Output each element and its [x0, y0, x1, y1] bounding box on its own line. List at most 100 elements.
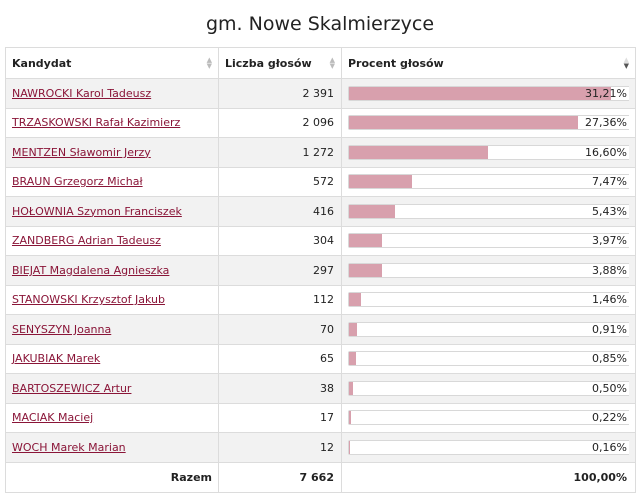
votes-cell: 38	[218, 373, 342, 404]
percent-bar-track: 0,85%	[348, 351, 629, 367]
table-row: ZANDBERG Adrian Tadeusz 304 3,97%	[5, 225, 636, 256]
candidate-link[interactable]: BARTOSZEWICZ Artur	[12, 381, 132, 395]
candidate-link[interactable]: MACIAK Maciej	[12, 411, 94, 425]
percent-bar-fill	[349, 322, 357, 336]
votes-cell: 70	[218, 314, 342, 345]
candidate-cell: MENTZEN Sławomir Jerzy	[5, 137, 219, 168]
percent-bar-fill	[349, 175, 412, 189]
percent-cell: 27,36%	[341, 107, 636, 138]
percent-cell: 0,91%	[341, 314, 636, 345]
candidate-link[interactable]: JAKUBIAK Marek	[12, 352, 101, 366]
percent-bar-fill	[349, 86, 611, 100]
column-header-votes[interactable]: Liczba głosów ▲ ▼	[218, 47, 342, 79]
percent-label: 7,47%	[592, 175, 627, 189]
table-row: BARTOSZEWICZ Artur 38 0,50%	[5, 373, 636, 404]
table-row: BRAUN Grzegorz Michał 572 7,47%	[5, 166, 636, 197]
sort-icon: ▲ ▼	[206, 56, 212, 70]
percent-cell: 1,46%	[341, 284, 636, 315]
candidate-link[interactable]: STANOWSKI Krzysztof Jakub	[12, 293, 165, 307]
votes-cell: 12	[218, 432, 342, 463]
percent-bar-track: 1,46%	[348, 292, 629, 308]
results-table-container: Kandydat ▲ ▼ Liczba głosów ▲ ▼ Procent gło…	[5, 47, 636, 493]
percent-label: 0,85%	[592, 352, 627, 366]
percent-label: 16,60%	[585, 145, 627, 159]
percent-bar-track: 7,47%	[348, 174, 629, 190]
percent-label: 0,16%	[592, 440, 627, 454]
candidate-link[interactable]: BIEJAT Magdalena Agnieszka	[12, 263, 170, 277]
column-header-percent[interactable]: Procent głosów ▲ ▼	[341, 47, 636, 79]
table-row: MACIAK Maciej 17 0,22%	[5, 402, 636, 433]
percent-bar-track: 31,21%	[348, 85, 629, 101]
page-title: gm. Nowe Skalmierzyce	[205, 13, 435, 35]
votes-cell: 572	[218, 166, 342, 197]
column-header-percent-label: Procent głosów	[348, 56, 444, 70]
total-votes: 7 662	[218, 461, 342, 493]
percent-bar-track: 0,16%	[348, 439, 629, 455]
percent-label: 0,91%	[592, 322, 627, 336]
table-row: MENTZEN Sławomir Jerzy 1 272 16,60%	[5, 137, 636, 168]
table-row: HOŁOWNIA Szymon Franciszek 416 5,43%	[5, 196, 636, 227]
candidate-link[interactable]: SENYSZYN Joanna	[12, 322, 112, 336]
candidate-link[interactable]: WOCH Marek Marian	[12, 440, 126, 454]
table-row: WOCH Marek Marian 12 0,16%	[5, 432, 636, 463]
percent-bar-track: 0,50%	[348, 380, 629, 396]
percent-label: 31,21%	[585, 86, 627, 100]
votes-cell: 17	[218, 402, 342, 433]
column-header-candidate[interactable]: Kandydat ▲ ▼	[5, 47, 219, 79]
percent-bar-track: 16,60%	[348, 144, 629, 160]
percent-bar-fill	[349, 293, 362, 307]
percent-bar-fill	[349, 204, 395, 218]
table-row: STANOWSKI Krzysztof Jakub 112 1,46%	[5, 284, 636, 315]
table-row: BIEJAT Magdalena Agnieszka 297 3,88%	[5, 255, 636, 286]
percent-bar-track: 0,22%	[348, 410, 629, 426]
percent-cell: 0,22%	[341, 402, 636, 433]
votes-cell: 304	[218, 225, 342, 256]
candidate-link[interactable]: BRAUN Grzegorz Michał	[12, 175, 143, 189]
votes-cell: 416	[218, 196, 342, 227]
votes-cell: 2 391	[218, 78, 342, 109]
total-percent: 100,00%	[341, 461, 636, 493]
total-row: Razem 7 662 100,00%	[5, 461, 636, 493]
header-row: Kandydat ▲ ▼ Liczba głosów ▲ ▼ Procent gło…	[5, 47, 636, 79]
votes-cell: 65	[218, 343, 342, 374]
percent-cell: 31,21%	[341, 78, 636, 109]
candidate-cell: BARTOSZEWICZ Artur	[5, 373, 219, 404]
percent-bar-track: 5,43%	[348, 203, 629, 219]
candidate-link[interactable]: ZANDBERG Adrian Tadeusz	[12, 234, 161, 248]
percent-bar-fill	[349, 381, 354, 395]
results-table: Kandydat ▲ ▼ Liczba głosów ▲ ▼ Procent gło…	[5, 47, 636, 493]
percent-label: 0,22%	[592, 411, 627, 425]
percent-bar-fill	[349, 440, 351, 454]
percent-label: 3,88%	[592, 263, 627, 277]
percent-bar-fill	[349, 263, 382, 277]
table-row: JAKUBIAK Marek 65 0,85%	[5, 343, 636, 374]
candidate-link[interactable]: HOŁOWNIA Szymon Franciszek	[12, 204, 182, 218]
percent-cell: 16,60%	[341, 137, 636, 168]
percent-label: 27,36%	[585, 116, 627, 130]
percent-bar-track: 3,88%	[348, 262, 629, 278]
percent-bar-track: 0,91%	[348, 321, 629, 337]
candidate-link[interactable]: TRZASKOWSKI Rafał Kazimierz	[12, 116, 181, 130]
candidate-cell: BIEJAT Magdalena Agnieszka	[5, 255, 219, 286]
candidate-cell: BRAUN Grzegorz Michał	[5, 166, 219, 197]
candidate-cell: WOCH Marek Marian	[5, 432, 219, 463]
candidate-cell: ZANDBERG Adrian Tadeusz	[5, 225, 219, 256]
percent-label: 0,50%	[592, 381, 627, 395]
table-row: SENYSZYN Joanna 70 0,91%	[5, 314, 636, 345]
candidate-link[interactable]: NAWROCKI Karol Tadeusz	[12, 86, 152, 100]
candidate-cell: JAKUBIAK Marek	[5, 343, 219, 374]
percent-cell: 3,97%	[341, 225, 636, 256]
percent-cell: 3,88%	[341, 255, 636, 286]
percent-label: 5,43%	[592, 204, 627, 218]
percent-label: 3,97%	[592, 234, 627, 248]
candidate-link[interactable]: MENTZEN Sławomir Jerzy	[12, 145, 151, 159]
percent-label: 1,46%	[592, 293, 627, 307]
percent-bar-track: 27,36%	[348, 115, 629, 131]
percent-cell: 0,85%	[341, 343, 636, 374]
table-row: NAWROCKI Karol Tadeusz 2 391 31,21%	[5, 78, 636, 109]
candidate-cell: HOŁOWNIA Szymon Franciszek	[5, 196, 219, 227]
percent-bar-fill	[349, 145, 489, 159]
percent-bar-track: 3,97%	[348, 233, 629, 249]
percent-cell: 5,43%	[341, 196, 636, 227]
total-label: Razem	[5, 461, 219, 493]
